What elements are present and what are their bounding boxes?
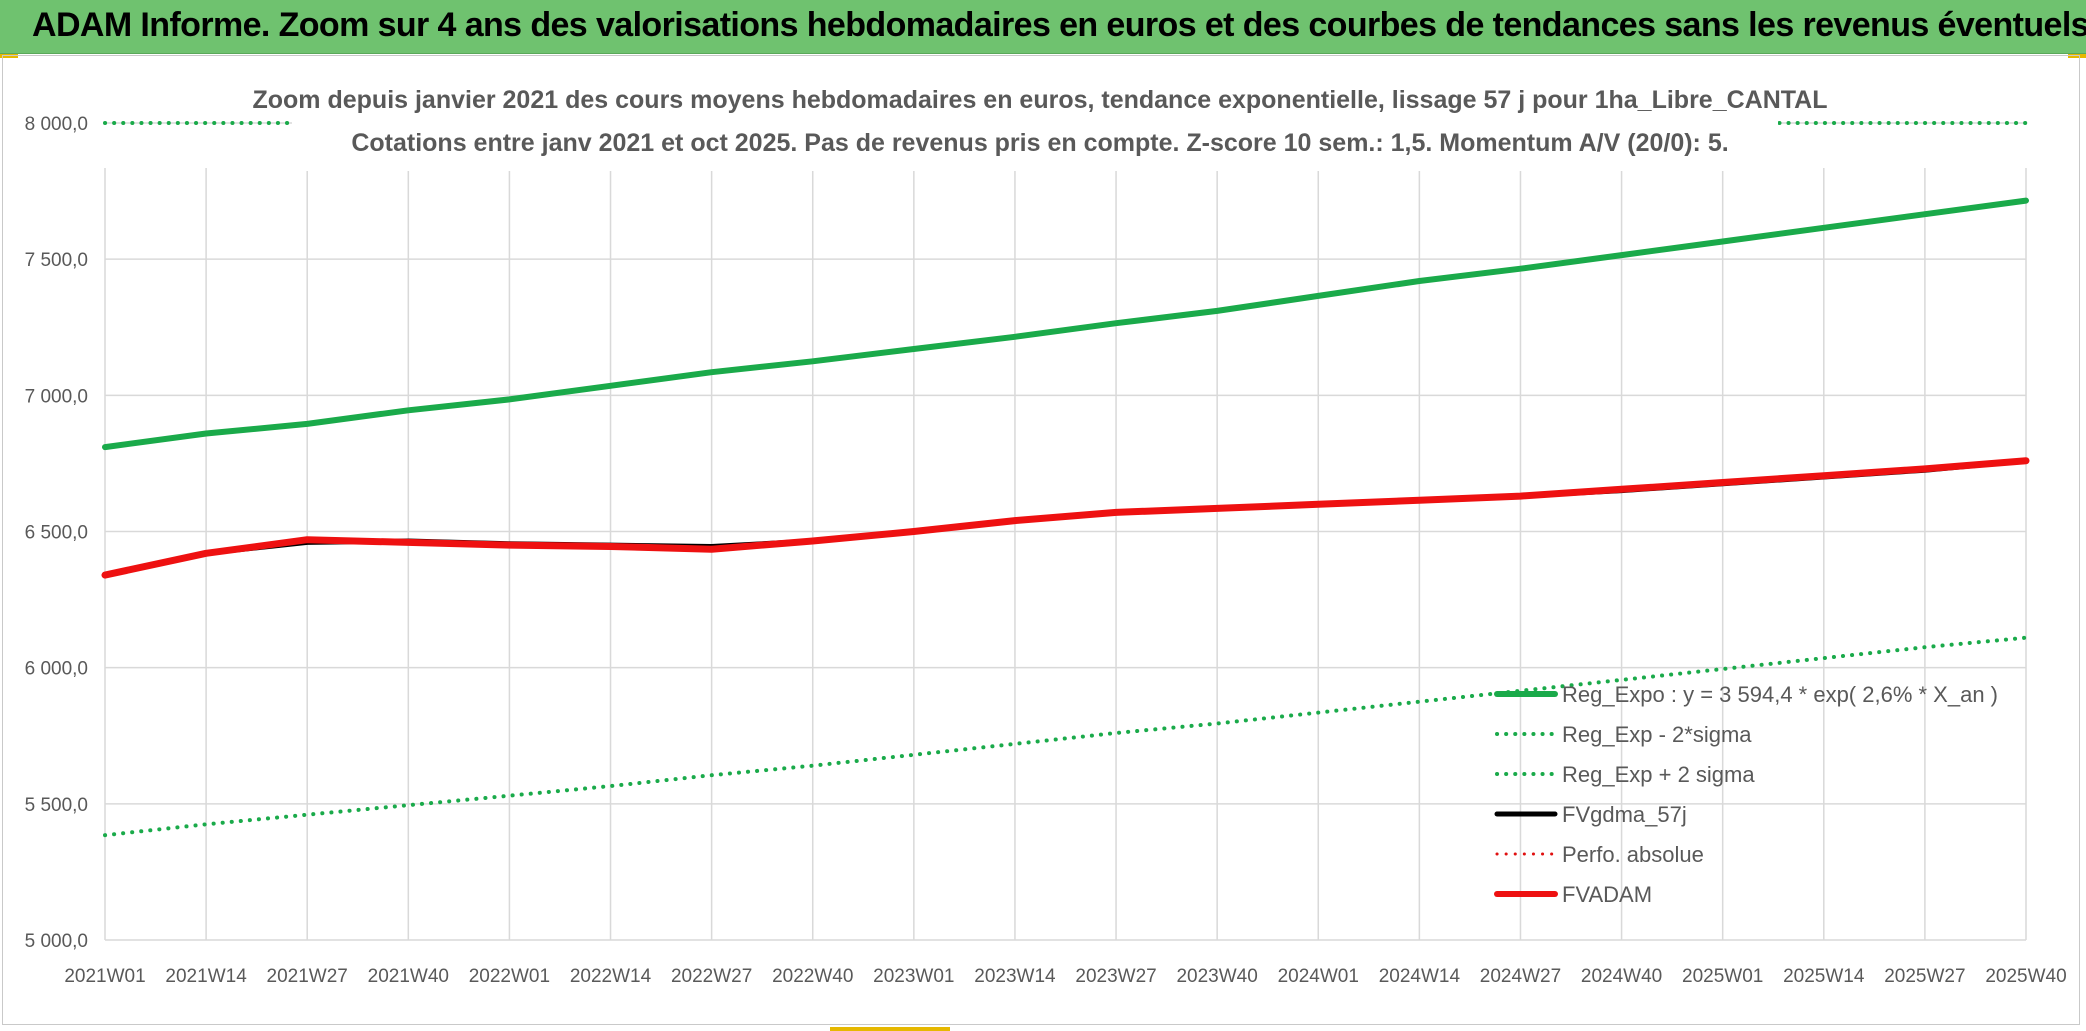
title-banner: ADAM Informe. Zoom sur 4 ans des valoris…: [0, 0, 2086, 54]
y-tick-label: 7 500,0: [25, 250, 88, 271]
x-tick-label: 2025W40: [1985, 966, 2066, 987]
chart-title-background: [292, 76, 1778, 171]
x-tick-label: 2025W01: [1682, 966, 1763, 987]
x-tick-label: 2024W14: [1379, 966, 1461, 987]
x-tick-label: 2023W40: [1176, 966, 1257, 987]
legend-label: FVgdma_57j: [1562, 802, 1687, 827]
x-tick-label: 2021W01: [64, 966, 145, 987]
bottom-accent-strip: [830, 1027, 950, 1031]
series-line-6: [101, 457, 2030, 579]
banner-title: ADAM Informe. Zoom sur 4 ans des valoris…: [32, 6, 2086, 44]
x-tick-label: 2023W27: [1075, 966, 1156, 987]
x-tick-label: 2024W27: [1480, 966, 1561, 987]
x-tick-label: 2021W27: [267, 966, 348, 987]
legend-label: Reg_Expo : y = 3 594,4 * exp( 2,6% * X_a…: [1562, 682, 1998, 707]
x-tick-label: 2021W14: [165, 966, 247, 987]
y-tick-label: 7 000,0: [25, 386, 88, 407]
x-tick-label: 2022W01: [469, 966, 550, 987]
chart-title-line-1: Zoom depuis janvier 2021 des cours moyen…: [252, 86, 1827, 114]
y-tick-label: 8 000,0: [25, 114, 88, 135]
series-line-2: [103, 635, 2028, 838]
x-tick-label: 2024W40: [1581, 966, 1662, 987]
x-tick-label: 2025W14: [1783, 966, 1865, 987]
x-tick-label: 2021W40: [368, 966, 449, 987]
chart-title-line-2: Cotations entre janv 2021 et oct 2025. P…: [351, 129, 1728, 157]
y-tick-label: 6 000,0: [25, 659, 88, 680]
series-line-1: [102, 197, 2029, 451]
legend-label: Perfo. absolue: [1562, 842, 1704, 867]
x-tick-label: 2023W01: [873, 966, 954, 987]
x-tick-label: 2023W14: [974, 966, 1056, 987]
x-tick-label: 2024W01: [1278, 966, 1359, 987]
x-tick-label: 2022W40: [772, 966, 853, 987]
x-tick-label: 2022W27: [671, 966, 752, 987]
legend-label: FVADAM: [1562, 882, 1652, 907]
corner-mark-left: [0, 54, 18, 58]
y-tick-label: 5 000,0: [25, 931, 88, 952]
legend-label: Reg_Exp - 2*sigma: [1562, 722, 1752, 747]
chart-frame: [2, 55, 2080, 1025]
x-tick-label: 2025W27: [1884, 966, 1965, 987]
corner-mark-right: [2068, 54, 2086, 58]
y-tick-label: 5 500,0: [25, 795, 88, 816]
y-tick-label: 6 500,0: [25, 523, 88, 544]
x-tick-label: 2022W14: [570, 966, 652, 987]
legend-label: Reg_Exp + 2 sigma: [1562, 762, 1755, 787]
